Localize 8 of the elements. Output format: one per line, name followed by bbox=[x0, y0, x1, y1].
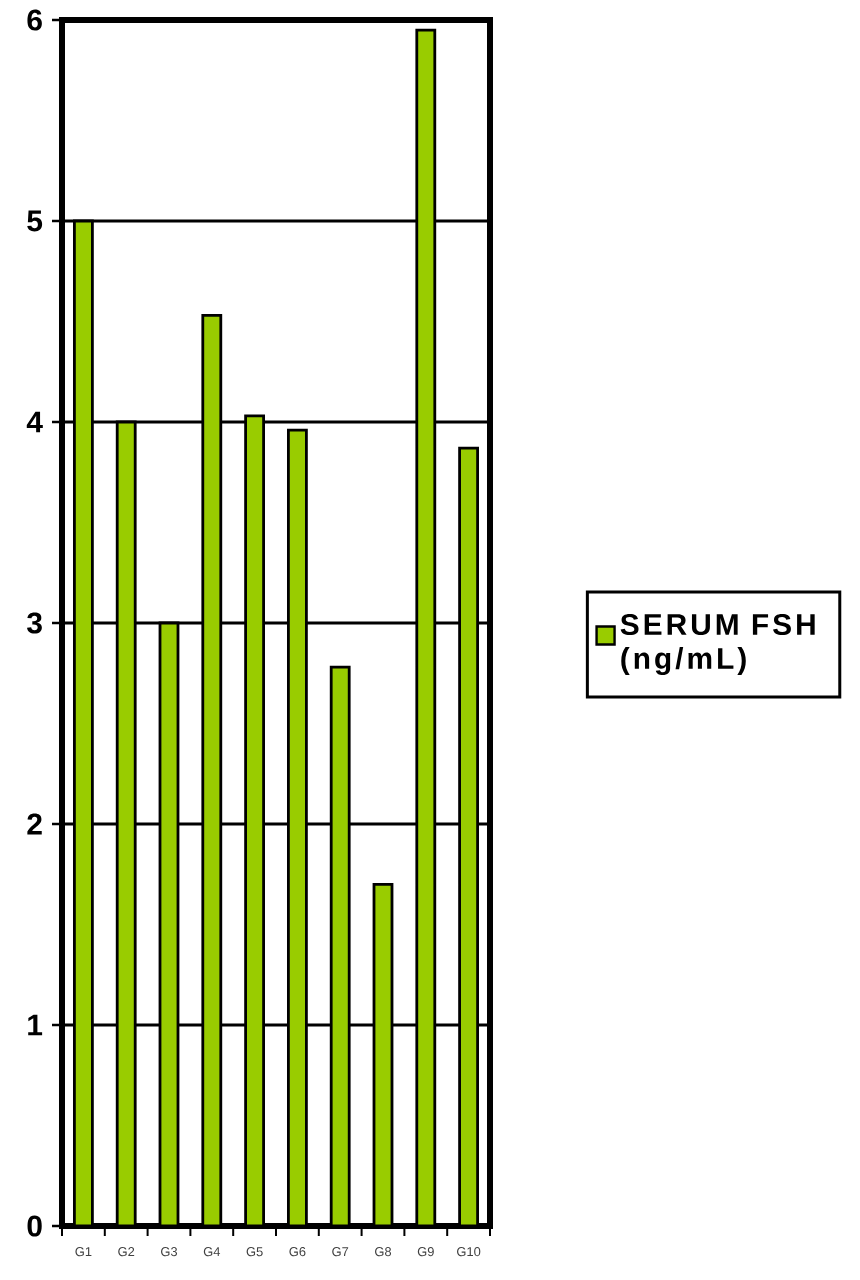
y-tick-label: 5 bbox=[27, 210, 43, 232]
y-tick-label: 2 bbox=[27, 813, 42, 835]
y-tick-label: 3 bbox=[27, 612, 42, 634]
legend-label: SERUM FSH (ng/mL) bbox=[620, 613, 815, 676]
y-tick-label: 6 bbox=[27, 9, 42, 31]
y-tick-label: 0 bbox=[27, 1215, 42, 1237]
y-tick-label: 4 bbox=[26, 411, 43, 433]
y-tick-label: 1 bbox=[28, 1014, 43, 1036]
